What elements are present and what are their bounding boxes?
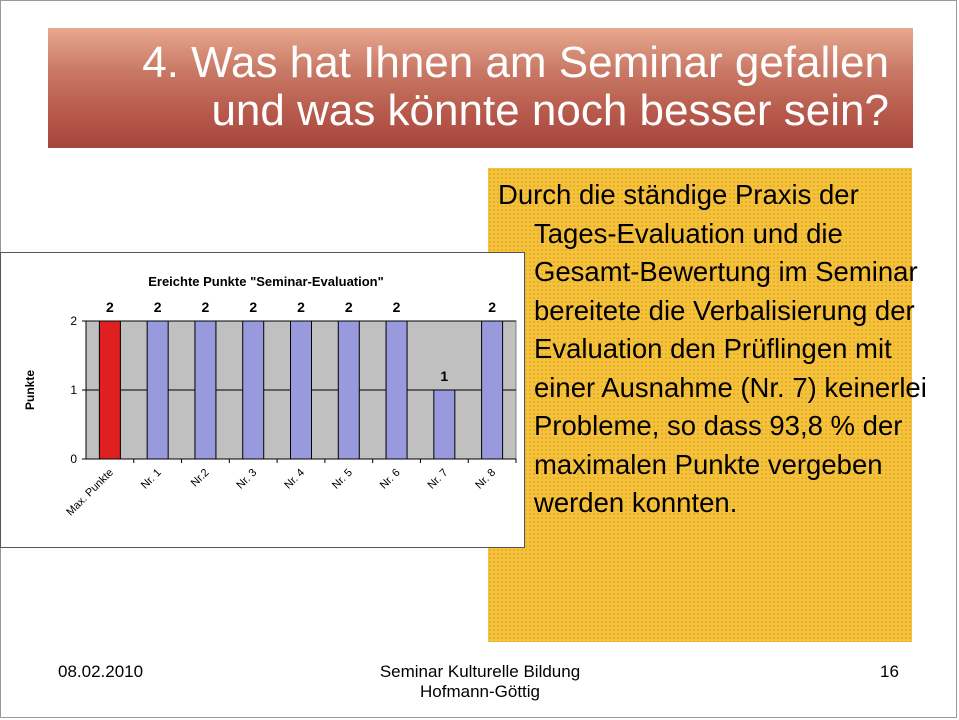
summary-text-box: Durch die ständige Praxis der Tages-Eval… bbox=[488, 168, 927, 642]
category-label-7: Nr. 6 bbox=[378, 467, 403, 492]
category-label-5: Nr. 4 bbox=[282, 467, 307, 492]
data-label-1: 2 bbox=[106, 299, 114, 315]
category-label-6: Nr. 5 bbox=[330, 467, 355, 492]
y-tick-label-2: 2 bbox=[70, 314, 77, 328]
data-label-8: 1 bbox=[440, 368, 448, 384]
data-label-7: 2 bbox=[393, 299, 401, 315]
chart-container: Ereichte Punkte "Seminar-Evaluation" 0 1 2 P… bbox=[0, 252, 525, 548]
summary-text: Durch die ständige Praxis der Tages-Eval… bbox=[498, 179, 927, 518]
data-label-4: 2 bbox=[249, 299, 257, 315]
bar-5 bbox=[290, 320, 312, 460]
bar-7 bbox=[385, 320, 408, 460]
bar-1 bbox=[98, 320, 121, 460]
title-line-1: 4. Was hat Ihnen am Seminar gefallen bbox=[142, 38, 889, 87]
bar-8 bbox=[433, 389, 456, 460]
category-label-4: Nr. 3 bbox=[234, 467, 259, 492]
bar-2 bbox=[146, 320, 169, 460]
y-axis-label: Punkte bbox=[23, 370, 37, 410]
bar-3 bbox=[194, 320, 217, 460]
data-label-6: 2 bbox=[345, 299, 353, 315]
data-label-9: 2 bbox=[488, 299, 496, 315]
title-line-2: und was könnte noch besser sein? bbox=[211, 86, 889, 135]
footer-center: Seminar Kulturelle Bildung Hofmann-Götti… bbox=[330, 662, 630, 702]
footer-date: 08.02.2010 bbox=[58, 662, 144, 681]
bar-9 bbox=[481, 320, 504, 460]
title-banner: 4. Was hat Ihnen am Seminar gefallen und… bbox=[48, 28, 913, 148]
bar-4 bbox=[242, 320, 265, 460]
data-label-3: 2 bbox=[202, 299, 210, 315]
footer-author: Hofmann-Göttig bbox=[420, 682, 540, 701]
category-label-8: Nr. 7 bbox=[426, 467, 451, 492]
y-tick-label-0: 0 bbox=[70, 452, 77, 466]
bar-6 bbox=[337, 320, 360, 460]
category-label-3: Nr.2 bbox=[189, 467, 212, 490]
data-label-2: 2 bbox=[154, 299, 162, 315]
category-label-2: Nr. 1 bbox=[139, 467, 164, 492]
chart-title: Ereichte Punkte "Seminar-Evaluation" bbox=[148, 274, 384, 289]
bar-chart: Ereichte Punkte "Seminar-Evaluation" 0 1 2 P… bbox=[23, 274, 517, 519]
category-label-9: Nr. 8 bbox=[473, 467, 498, 492]
footer-seminar-name: Seminar Kulturelle Bildung bbox=[379, 662, 581, 681]
y-tick-label-1: 1 bbox=[70, 383, 77, 397]
page-number: 16 bbox=[880, 662, 899, 681]
data-label-5: 2 bbox=[297, 299, 305, 315]
category-label-1: Max. Punkte bbox=[64, 467, 116, 519]
